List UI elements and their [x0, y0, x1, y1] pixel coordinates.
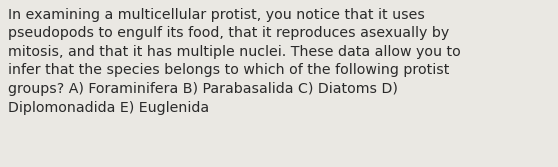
Text: In examining a multicellular protist, you notice that it uses
pseudopods to engu: In examining a multicellular protist, yo…: [8, 8, 461, 115]
